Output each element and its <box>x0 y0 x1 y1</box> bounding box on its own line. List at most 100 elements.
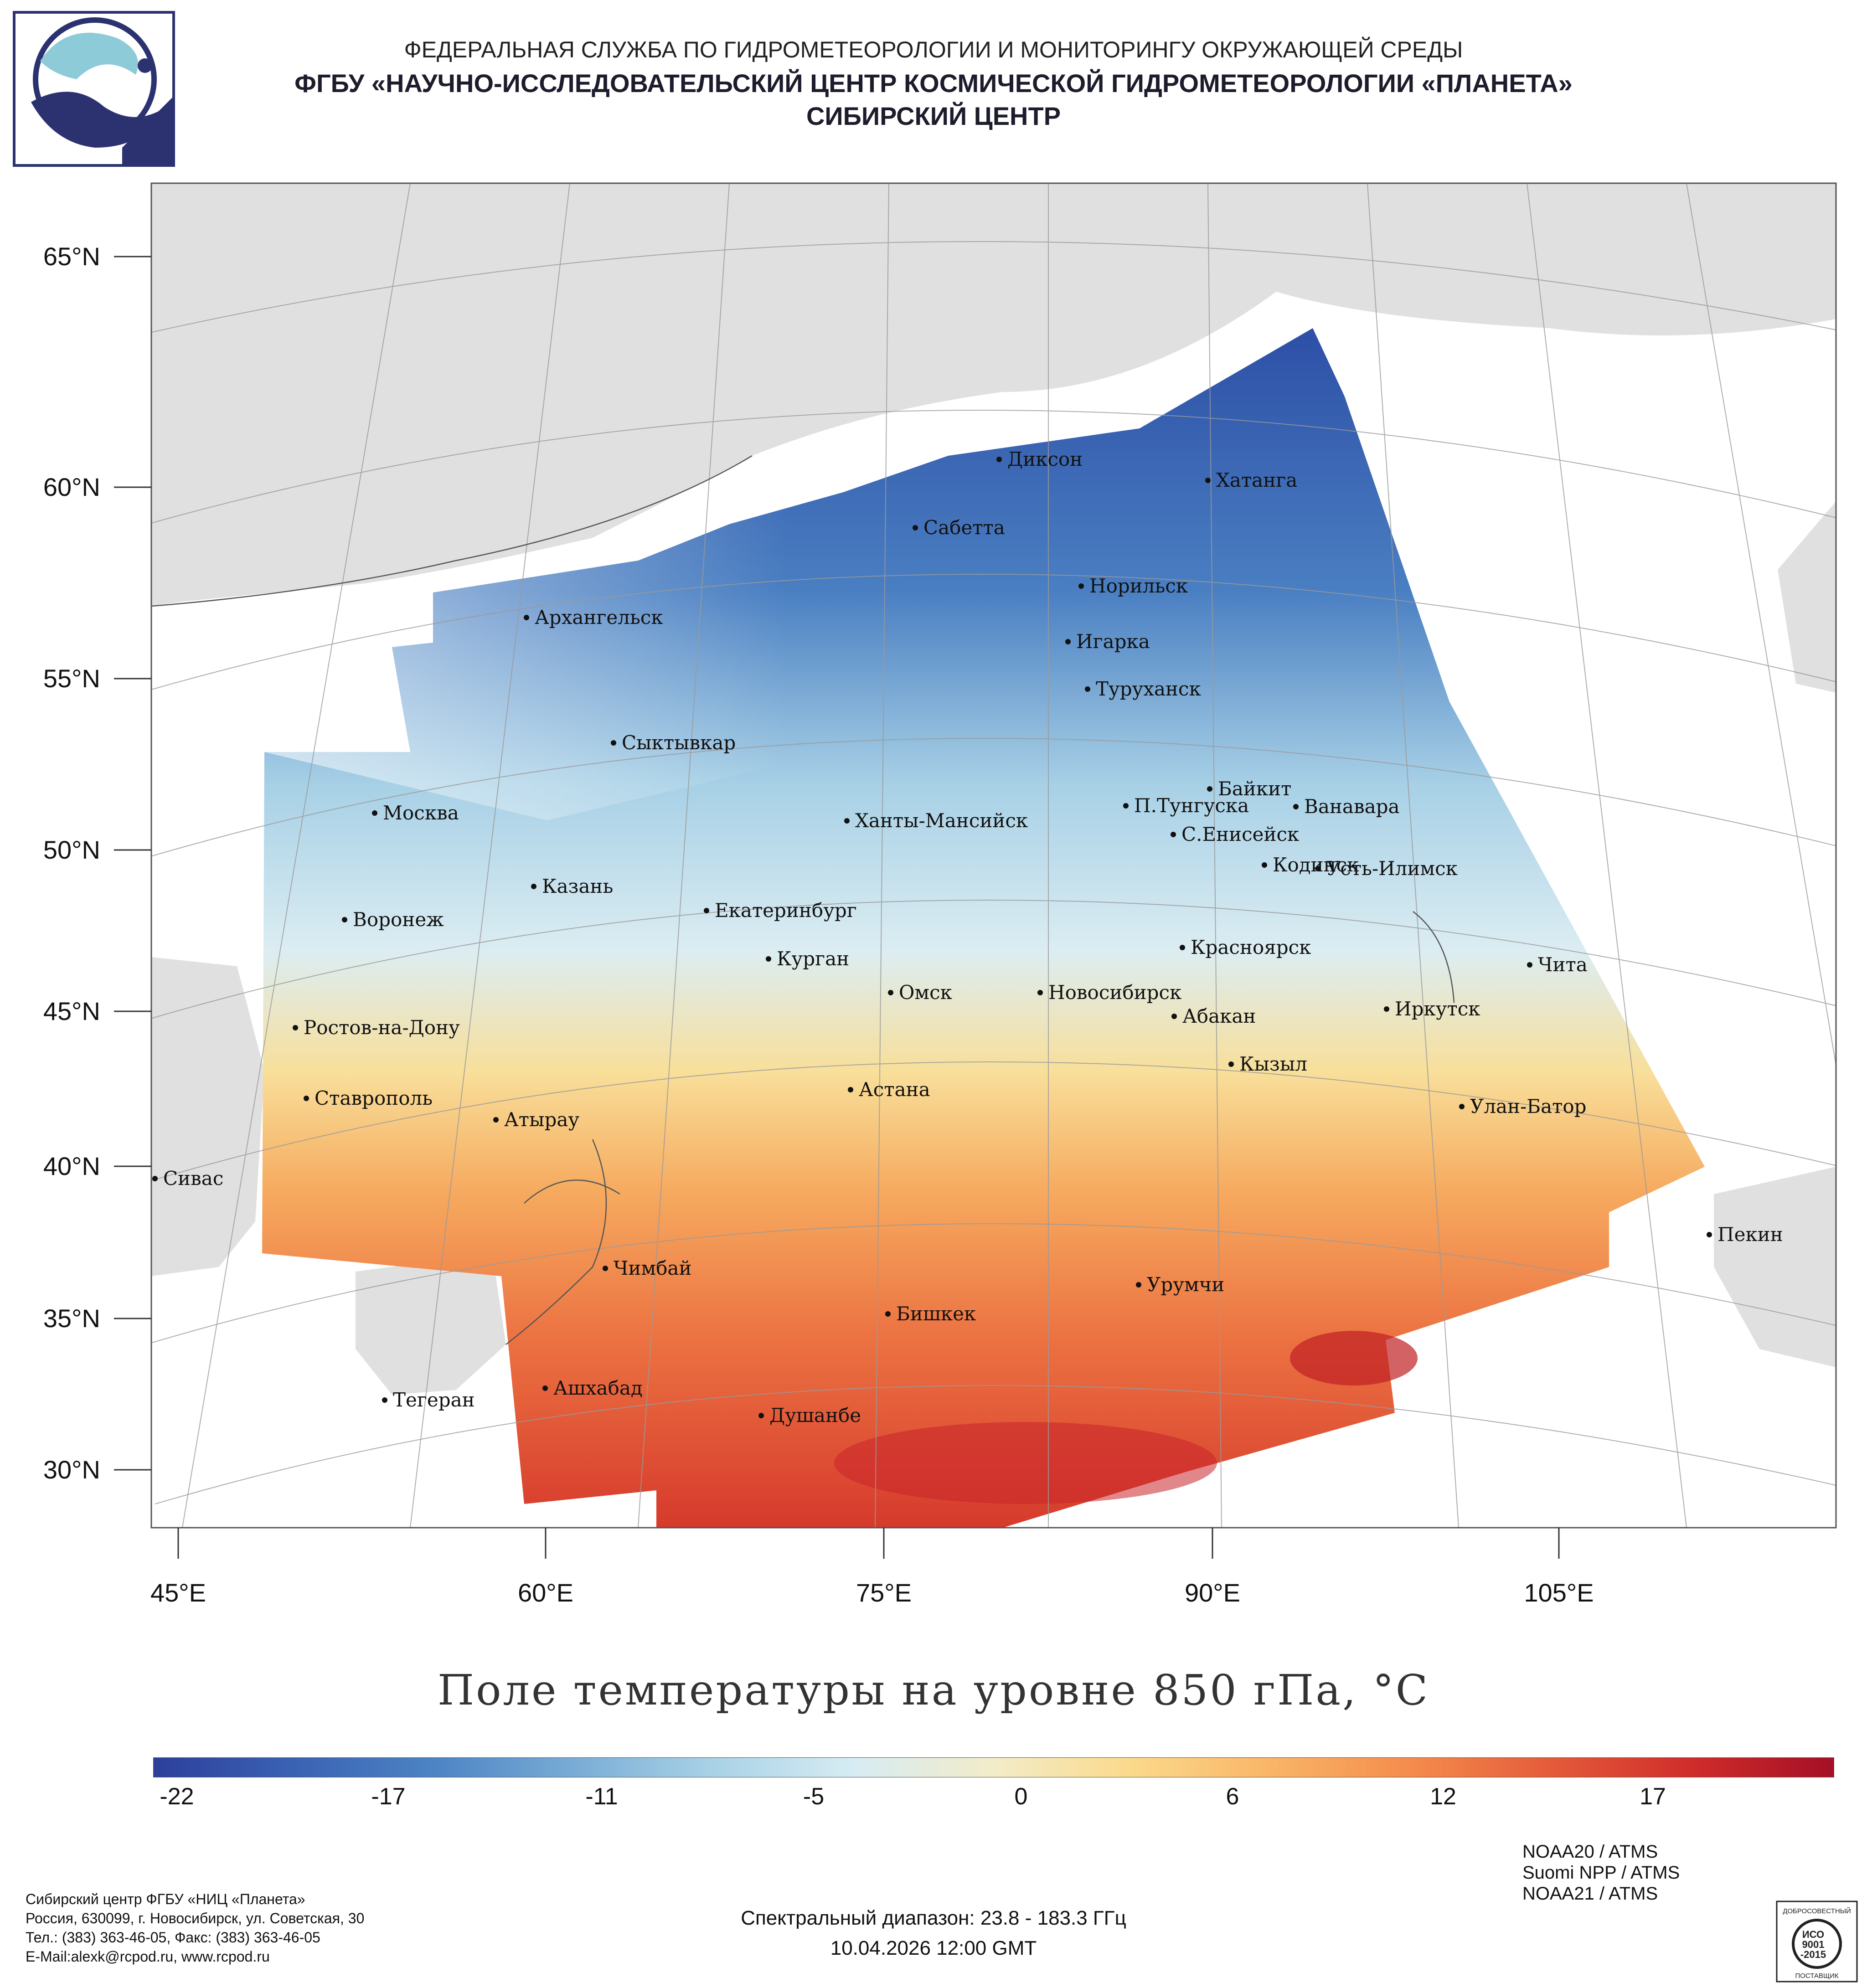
city-label: Кызыл <box>1239 1053 1307 1075</box>
city-dot <box>996 457 1002 462</box>
spectral-range: Спектральный диапазон: 23.8 - 183.3 ГГц <box>741 1907 1126 1929</box>
city-dot <box>531 884 536 889</box>
city-dot <box>1171 832 1176 837</box>
city-dot <box>704 908 709 913</box>
org-phone: Тел.: (383) 363-46-05, Факс: (383) 363-4… <box>26 1929 320 1946</box>
city-dot <box>848 1087 853 1092</box>
city-label: Ашхабад <box>553 1377 643 1399</box>
city-label: Казань <box>542 875 613 897</box>
header-agency: ФЕДЕРАЛЬНАЯ СЛУЖБА ПО ГИДРОМЕТЕОРОЛОГИИ … <box>404 37 1463 62</box>
iso-top-text: ДОБРОСОВЕСТНЫЙ <box>1783 1907 1851 1915</box>
city-label: Усть-Илимск <box>1326 857 1458 880</box>
city-label: П.Тунгуска <box>1134 794 1249 817</box>
map-title: Поле температуры на уровне 850 гПа, °C <box>437 1666 1430 1715</box>
city-label: Ванавара <box>1304 795 1400 818</box>
colorbar-tick: -5 <box>803 1783 825 1810</box>
city-label: Игарка <box>1076 630 1150 653</box>
colorbar-tick: 17 <box>1640 1783 1666 1810</box>
city-label: Душанбе <box>769 1404 861 1427</box>
header-center: СИБИРСКИЙ ЦЕНТР <box>806 102 1061 130</box>
city-label: Астана <box>859 1078 930 1101</box>
city-label: Сабетта <box>923 516 1005 539</box>
city-dot <box>1384 1006 1389 1012</box>
lat-label-60: 60°N <box>43 473 100 501</box>
city-dot <box>1459 1104 1465 1109</box>
city-dot <box>611 740 616 746</box>
header-institute: ФГБУ «НАУЧНО-ИССЛЕДОВАТЕЛЬСКИЙ ЦЕНТР КОС… <box>294 69 1573 98</box>
city-dot <box>1293 804 1299 809</box>
satellite-list: NOAA20 / ATMS Suomi NPP / ATMS NOAA21 / … <box>1522 1841 1680 1904</box>
city-label: Хатанга <box>1216 469 1297 491</box>
lon-label-105: 105°E <box>1524 1578 1594 1607</box>
city-dot <box>1262 862 1267 868</box>
swath-highlight <box>264 328 1313 820</box>
city-label: Москва <box>383 802 459 824</box>
lat-label-35: 35°N <box>43 1304 100 1333</box>
iso-badge: ДОБРОСОВЕСТНЫЙ ИСО 9001 -2015 ПОСТАВЩИК <box>1776 1900 1858 1983</box>
org-address: Россия, 630099, г. Новосибирск, ул. Сове… <box>26 1910 365 1926</box>
city-dot <box>1171 1014 1177 1019</box>
city-label: Норильск <box>1089 575 1188 597</box>
lat-label-65: 65°N <box>43 242 100 271</box>
lat-label-40: 40°N <box>43 1152 100 1180</box>
city-label: Омск <box>899 981 952 1004</box>
city-dot <box>493 1117 499 1123</box>
city-label: Новосибирск <box>1048 981 1181 1004</box>
iso-number-text: 9001 <box>1802 1939 1825 1950</box>
city-dot <box>1707 1232 1712 1237</box>
colorbar-tick: -11 <box>585 1783 618 1810</box>
lon-label-75: 75°E <box>856 1578 912 1607</box>
city-dot <box>844 818 850 824</box>
city-label: Сивас <box>163 1167 223 1190</box>
colorbar-tick: 12 <box>1430 1783 1456 1810</box>
city-dot <box>524 615 529 620</box>
city-label: Курган <box>777 948 849 970</box>
city-dot <box>382 1397 387 1403</box>
lon-label-90: 90°E <box>1184 1578 1241 1607</box>
east-land <box>1714 1167 1836 1367</box>
city-label: Диксон <box>1007 448 1083 470</box>
temperature-field <box>262 328 1705 1528</box>
city-label: Пекин <box>1717 1223 1783 1246</box>
city-label: Екатеринбург <box>715 899 857 922</box>
colorbar-tick: 0 <box>1014 1783 1028 1810</box>
colorbar-tick: 6 <box>1226 1783 1239 1810</box>
iso-bottom-text: ПОСТАВЩИК <box>1795 1972 1838 1980</box>
city-dot <box>885 1311 891 1317</box>
city-dot <box>1136 1282 1141 1288</box>
city-dot <box>1085 686 1090 692</box>
city-label: Чимбай <box>614 1257 691 1279</box>
hot-spot <box>1290 1331 1418 1385</box>
city-dot <box>1123 803 1129 809</box>
data-info: Спектральный диапазон: 23.8 - 183.3 ГГц … <box>0 1903 1867 1963</box>
lon-label-45: 45°E <box>150 1578 206 1607</box>
city-dot <box>1065 639 1071 644</box>
city-dot <box>1037 990 1043 995</box>
city-label: Тегеран <box>393 1389 475 1411</box>
city-dot <box>304 1096 309 1101</box>
city-dot <box>888 990 893 995</box>
city-label: Кодинск <box>1273 854 1359 876</box>
org-contacts: Сибирский центр ФГБУ «НИЦ «Планета» Росс… <box>26 1890 364 1966</box>
planeta-logo <box>13 11 175 167</box>
city-label: С.Енисейск <box>1181 823 1299 845</box>
city-label: Урумчи <box>1147 1273 1224 1296</box>
city-dot <box>603 1266 608 1271</box>
lat-label-30: 30°N <box>43 1455 100 1484</box>
colorbar <box>153 1757 1834 1777</box>
graticule <box>151 183 1836 1528</box>
city-dot <box>1078 583 1084 589</box>
city-dot <box>1228 1061 1234 1067</box>
hot-region <box>834 1422 1217 1504</box>
city-dot <box>372 810 377 816</box>
city-label: Ханты-Мансийск <box>855 809 1028 832</box>
city-label: Сыктывкар <box>622 731 736 754</box>
city-dot <box>758 1413 764 1418</box>
city-dot <box>1180 945 1185 950</box>
lat-label-55: 55°N <box>43 664 100 693</box>
satellite-noaa21: NOAA21 / ATMS <box>1522 1884 1658 1904</box>
northeast-land <box>1778 501 1836 693</box>
city-label: Ростов-на-Дону <box>304 1016 460 1039</box>
city-label: Чита <box>1538 953 1588 976</box>
